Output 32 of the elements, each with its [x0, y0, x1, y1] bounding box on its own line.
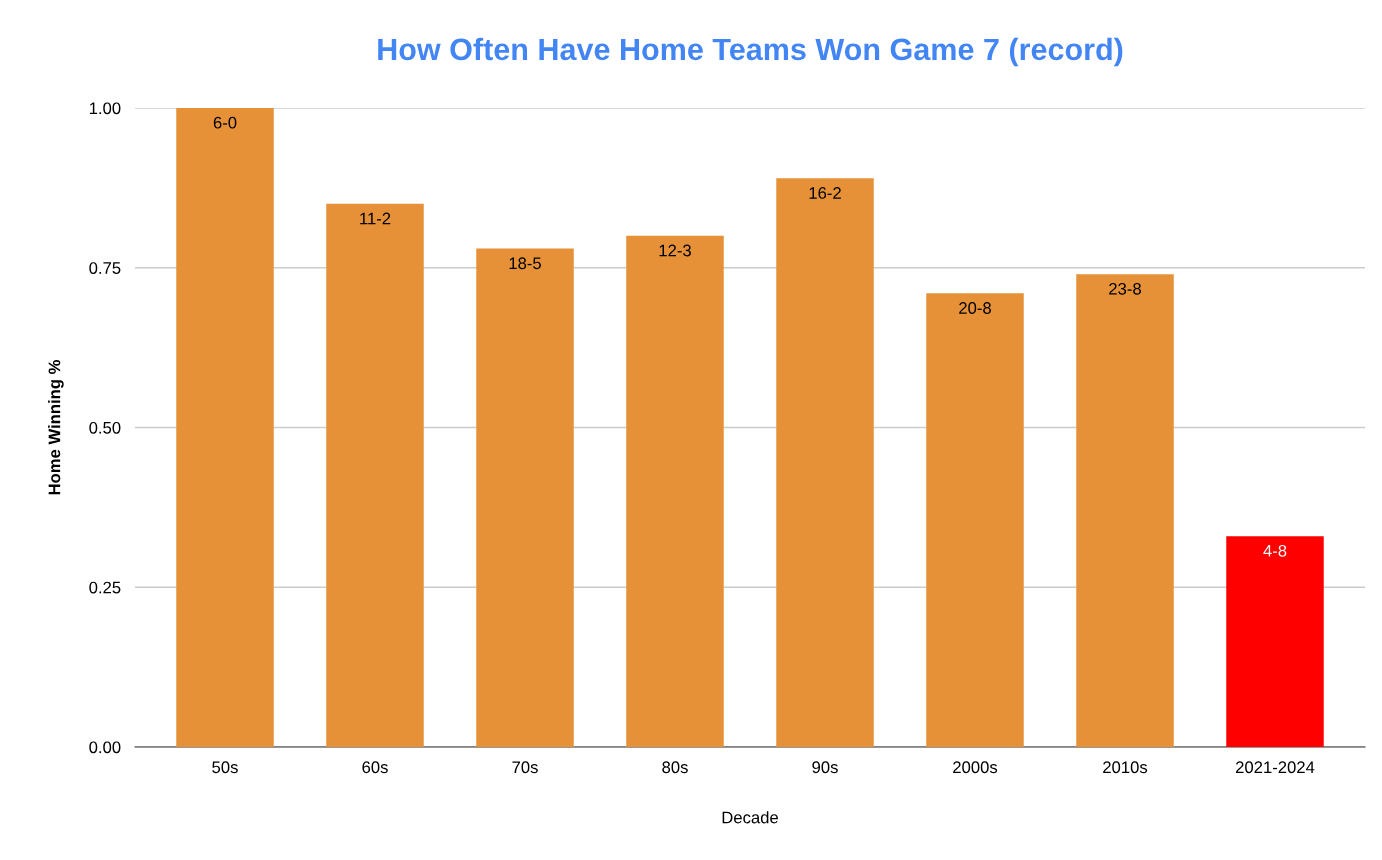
x-tick-label: 2000s — [953, 761, 998, 774]
data-label: 4-8 — [1263, 544, 1287, 557]
y-tick-label: 0.25 — [89, 581, 121, 594]
y-tick-label: 0.00 — [89, 741, 121, 754]
chart-title: How Often Have Home Teams Won Game 7 (record) — [378, 37, 1123, 67]
data-label: 6-0 — [213, 116, 237, 129]
bar — [476, 248, 574, 747]
bar — [1226, 536, 1324, 747]
x-tick-label: 70s — [512, 761, 538, 774]
y-tick-label: 1.00 — [89, 102, 121, 115]
x-tick-label: 80s — [662, 761, 688, 774]
data-label: 16-2 — [809, 187, 841, 199]
y-tick-label: 0.50 — [89, 421, 121, 434]
y-axis-title: Home Winning % — [48, 359, 64, 495]
x-tick-label: 2010s — [1103, 761, 1148, 774]
data-label: 20-8 — [959, 302, 991, 314]
x-tick-label: 50s — [212, 761, 238, 774]
y-tick-label: 0.75 — [89, 262, 121, 274]
x-axis-title: Decade — [722, 811, 778, 824]
bar — [926, 293, 1024, 747]
data-label: 11-2 — [360, 212, 391, 225]
bar — [176, 108, 274, 747]
x-tick-label: 2021-2024 — [1235, 761, 1315, 774]
x-tick-label: 60s — [362, 761, 388, 774]
bar — [1076, 274, 1174, 747]
bar — [626, 235, 724, 747]
data-label: 23-8 — [1109, 282, 1141, 295]
bar — [776, 178, 874, 747]
data-label: 12-3 — [659, 244, 691, 257]
data-label: 18-5 — [509, 257, 541, 270]
bar — [326, 203, 424, 747]
x-tick-label: 90s — [812, 761, 838, 774]
